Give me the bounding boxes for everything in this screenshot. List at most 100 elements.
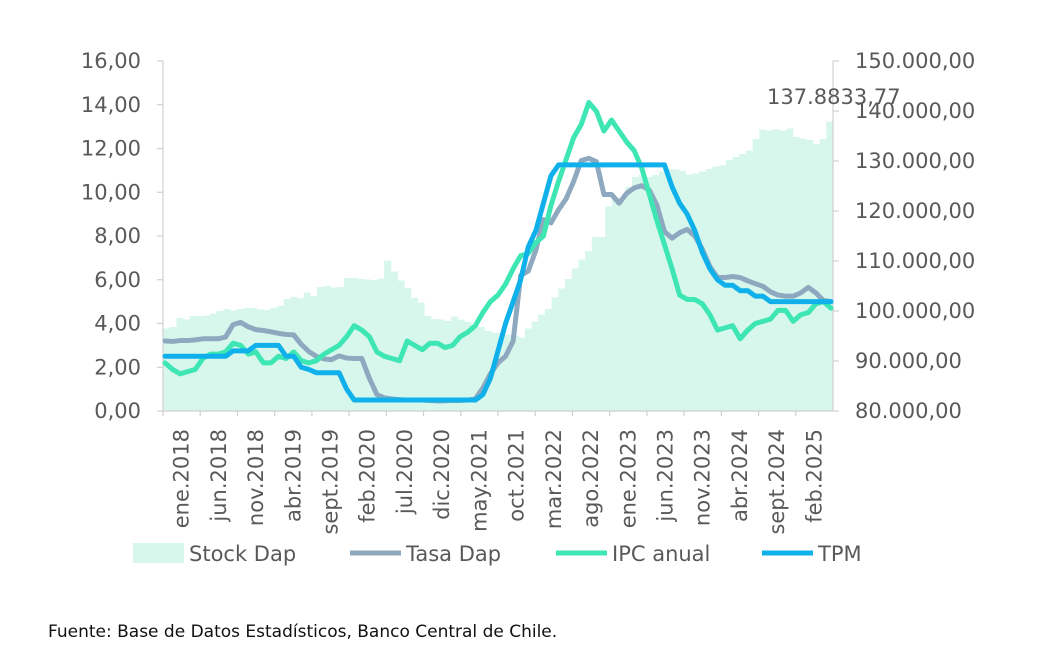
stock-bar — [786, 128, 794, 411]
stock-bar — [404, 288, 412, 411]
line-tpm — [162, 162, 834, 403]
line-tasa-dap — [162, 155, 834, 404]
stock-bar — [437, 319, 445, 411]
x-tick-label: nov.2018 — [244, 429, 268, 526]
stock-bar — [337, 287, 345, 411]
stock-bar — [819, 139, 827, 411]
stock-bar — [364, 279, 372, 411]
stock-bar — [250, 308, 258, 411]
last-value-label: 137.8833,77 — [767, 85, 901, 109]
stock-bar — [638, 175, 646, 411]
stock-bar — [163, 328, 171, 411]
stock-bar — [183, 319, 191, 411]
y-right-tick-label: 110.000,00 — [855, 249, 975, 273]
series-lines — [162, 100, 834, 404]
stock-bar — [384, 260, 392, 411]
x-tick-label: abr.2024 — [728, 429, 752, 522]
stock-bar — [471, 325, 479, 411]
legend-label: Tasa Dap — [405, 542, 501, 566]
stock-bar — [464, 322, 472, 411]
stock-bar — [779, 130, 787, 411]
stock-bar — [739, 154, 747, 411]
x-tick-label: abr.2019 — [281, 429, 305, 522]
stock-bar — [538, 314, 546, 411]
y-right-tick-label: 90.000,00 — [855, 349, 962, 373]
x-tick-label: feb.2025 — [802, 429, 826, 523]
y-left-tick-label: 14,00 — [81, 93, 141, 117]
stock-bar — [705, 169, 713, 411]
x-tick-label: may.2021 — [467, 429, 491, 532]
stock-bar — [585, 251, 593, 411]
y-right-tick-label: 100.000,00 — [855, 299, 975, 323]
x-tick-label: jun.2018 — [207, 429, 231, 523]
x-tick-label: nov.2023 — [691, 429, 715, 526]
stock-bar — [236, 309, 244, 411]
y-left-tick-label: 4,00 — [94, 312, 141, 336]
stock-bar — [625, 187, 633, 411]
stock-bar — [297, 298, 305, 411]
stock-bar — [504, 334, 512, 411]
stock-bar — [511, 335, 519, 411]
stock-bar — [431, 319, 439, 411]
stock-bar — [209, 313, 217, 411]
stock-bar — [605, 206, 613, 411]
stock-bar — [377, 278, 385, 411]
source-note: Fuente: Base de Datos Estadísticos, Banc… — [48, 622, 558, 642]
stock-bar — [578, 259, 586, 411]
stock-bar — [812, 144, 820, 411]
stock-bar — [759, 129, 767, 411]
stock-bar — [826, 121, 834, 411]
stock-bar — [766, 130, 774, 411]
stock-bar — [652, 175, 660, 411]
stock-bar — [243, 308, 251, 411]
y-right-tick-label: 140.000,00 — [855, 99, 975, 123]
stock-bar — [772, 129, 780, 411]
stock-bar — [350, 278, 358, 411]
stock-bar — [417, 302, 425, 411]
stock-bar — [357, 279, 365, 411]
stock-bar — [645, 177, 653, 411]
stock-bar — [457, 319, 465, 411]
stock-bar — [692, 173, 700, 411]
legend-label: Stock Dap — [189, 542, 296, 566]
stock-bar — [451, 316, 459, 411]
stock-bar — [216, 311, 224, 411]
legend: Stock Dap Tasa Dap IPC anual TPM — [133, 542, 862, 566]
stock-bar — [571, 268, 579, 411]
stock-bar — [611, 197, 619, 411]
stock-bar — [618, 201, 626, 411]
y-left-tick-label: 10,00 — [81, 180, 141, 204]
stock-bar — [176, 318, 184, 411]
y-left-tick-label: 2,00 — [94, 355, 141, 379]
stock-bar — [544, 309, 552, 411]
stock-bar — [203, 315, 211, 411]
stock-bars — [163, 121, 834, 411]
stock-bar — [699, 171, 707, 411]
stock-bar — [531, 321, 539, 411]
stock-bar — [591, 237, 599, 411]
stock-bar — [444, 321, 452, 411]
stock-bar — [317, 287, 325, 411]
stock-bar — [484, 331, 492, 411]
x-tick-label: oct.2021 — [505, 429, 529, 522]
axes — [157, 60, 839, 416]
stock-bar — [598, 237, 606, 411]
legend-label: IPC anual — [612, 542, 710, 566]
y-right-tick-label: 150.000,00 — [855, 49, 975, 73]
y-left-tick-label: 16,00 — [81, 49, 141, 73]
stock-bar — [719, 165, 727, 411]
y-left-tick-label: 6,00 — [94, 268, 141, 292]
x-tick-label: sept.2019 — [319, 429, 343, 535]
y-right-tick-label: 80.000,00 — [855, 399, 962, 423]
stock-bar — [712, 166, 720, 411]
stock-bar — [343, 278, 351, 411]
chart: 0,00 2,00 4,00 6,00 8,00 10,00 12,00 14,00 16,00… — [81, 49, 975, 566]
stock-bar — [524, 328, 532, 411]
stock-bar — [665, 169, 673, 411]
stock-bar — [230, 310, 238, 411]
stock-bar — [752, 139, 760, 411]
stock-bar — [685, 174, 693, 411]
stock-bar — [678, 171, 686, 411]
y-right-tick-label: 130.000,00 — [855, 149, 975, 173]
x-tick-label: dic.2020 — [430, 429, 454, 520]
